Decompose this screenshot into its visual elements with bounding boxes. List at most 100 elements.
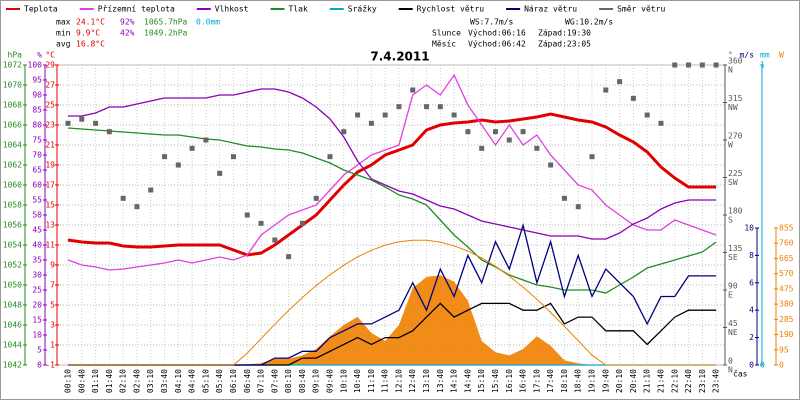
y-tick-label: 17 <box>45 181 55 190</box>
stat-text: 16.8°C <box>76 40 105 49</box>
chart-title: 7.4.2011 <box>370 50 429 64</box>
y-tick-label: 11 <box>45 241 55 250</box>
info-text: WG:10.2m/s <box>565 18 613 27</box>
y-tick-label: 0 <box>760 361 765 370</box>
x-tick-label: 14:40 <box>463 369 472 393</box>
stat-text: 42% <box>120 29 135 38</box>
legend-label: Srážky <box>348 5 377 14</box>
x-tick-label: 20:40 <box>629 369 638 393</box>
x-tick-label: 03:40 <box>160 369 169 393</box>
x-tick-label: 15:10 <box>477 369 486 393</box>
x-tick-label: 04:10 <box>174 369 183 393</box>
direction-point <box>162 154 168 160</box>
info-text: Západ:19:30 <box>538 29 591 38</box>
info-text: Slunce <box>432 29 461 38</box>
y-tick-label: 95 <box>779 345 789 354</box>
x-tick-label: 16:40 <box>519 369 528 393</box>
x-tick-label: 19:10 <box>588 369 597 393</box>
direction-point <box>451 112 457 118</box>
y-tick-label: 1052 <box>3 261 22 270</box>
direction-point <box>699 62 705 68</box>
direction-point <box>189 145 195 151</box>
compass-label: S <box>728 216 733 225</box>
y-tick-label: 1 <box>760 61 765 70</box>
direction-point <box>617 79 623 85</box>
direction-point <box>658 120 664 126</box>
y-tick-label: 4 <box>749 306 754 315</box>
axis-unit: °C <box>45 51 55 60</box>
stat-text: max <box>56 18 71 27</box>
stat-text: min <box>56 29 71 38</box>
legend-label: Rychlost větru <box>417 5 485 14</box>
y-tick-label: 35 <box>32 256 42 265</box>
y-tick-label: 1046 <box>3 321 22 330</box>
direction-point <box>410 87 416 93</box>
y-tick-label: 135 <box>728 244 743 253</box>
compass-label: SE <box>728 253 738 262</box>
info-text: Východ:06:42 <box>468 40 526 49</box>
direction-point <box>106 129 112 135</box>
direction-point <box>589 154 595 160</box>
x-tick-label: 16:10 <box>505 369 514 393</box>
stat-text: 92% <box>120 18 135 27</box>
y-tick-label: 5 <box>50 301 55 310</box>
y-tick-label: 1060 <box>3 181 22 190</box>
x-tick-label: 07:10 <box>257 369 266 393</box>
direction-point <box>368 120 374 126</box>
legend-label: Teplota <box>24 5 58 14</box>
x-tick-label: 21:40 <box>656 369 665 393</box>
y-tick-label: 1064 <box>3 141 22 150</box>
x-tick-label: 09:10 <box>312 369 321 393</box>
y-tick-label: 1062 <box>3 161 22 170</box>
direction-point <box>437 104 443 110</box>
direction-point <box>506 137 512 143</box>
x-tick-label: 11:10 <box>367 369 376 393</box>
compass-label: NW <box>728 103 738 112</box>
y-tick-label: 75 <box>32 136 42 145</box>
x-tick-label: 05:10 <box>201 369 210 393</box>
direction-point <box>424 104 430 110</box>
x-tick-label: 07:40 <box>270 369 279 393</box>
direction-point <box>492 129 498 135</box>
x-tick-label: 01:40 <box>105 369 114 393</box>
y-tick-label: 80 <box>32 121 42 130</box>
x-tick-label: 08:10 <box>284 369 293 393</box>
y-tick-label: 21 <box>45 141 55 150</box>
compass-label: NE <box>728 328 738 337</box>
y-tick-label: 65 <box>32 166 42 175</box>
y-tick-label: 270 <box>728 132 743 141</box>
y-tick-label: 25 <box>32 286 42 295</box>
info-text: Východ:06:16 <box>468 29 526 38</box>
axis-unit: m/s <box>740 51 755 60</box>
y-tick-label: 30 <box>32 271 42 280</box>
y-tick-label: 1 <box>50 341 55 350</box>
y-tick-label: 50 <box>32 211 42 220</box>
compass-label: SW <box>728 178 738 187</box>
direction-point <box>120 195 126 201</box>
y-tick-label: 10 <box>744 224 754 233</box>
x-tick-label: 11:40 <box>381 369 390 393</box>
y-tick-label: 7 <box>50 281 55 290</box>
legend-label: Směr větru <box>617 5 665 14</box>
x-tick-label: 05:40 <box>215 369 224 393</box>
y-tick-label: 5 <box>37 346 42 355</box>
compass-label: N <box>728 366 733 375</box>
y-tick-label: 285 <box>779 315 794 324</box>
direction-point <box>548 162 554 168</box>
x-tick-label: 02:10 <box>119 369 128 393</box>
x-tick-label: 22:10 <box>670 369 679 393</box>
direction-point <box>327 154 333 160</box>
y-tick-label: 95 <box>32 76 42 85</box>
y-tick-label: 1066 <box>3 121 22 130</box>
solar-area <box>67 275 717 365</box>
y-tick-label: 1070 <box>3 81 22 90</box>
y-tick-label: 19 <box>45 161 55 170</box>
x-tick-label: 08:40 <box>298 369 307 393</box>
legend-label: Tlak <box>289 5 308 14</box>
direction-point <box>575 204 581 210</box>
direction-point <box>396 104 402 110</box>
y-tick-label: 13 <box>45 221 55 230</box>
x-tick-label: 17:10 <box>532 369 541 393</box>
y-tick-label: 0 <box>37 361 42 370</box>
axis-unit: ° <box>728 51 733 60</box>
